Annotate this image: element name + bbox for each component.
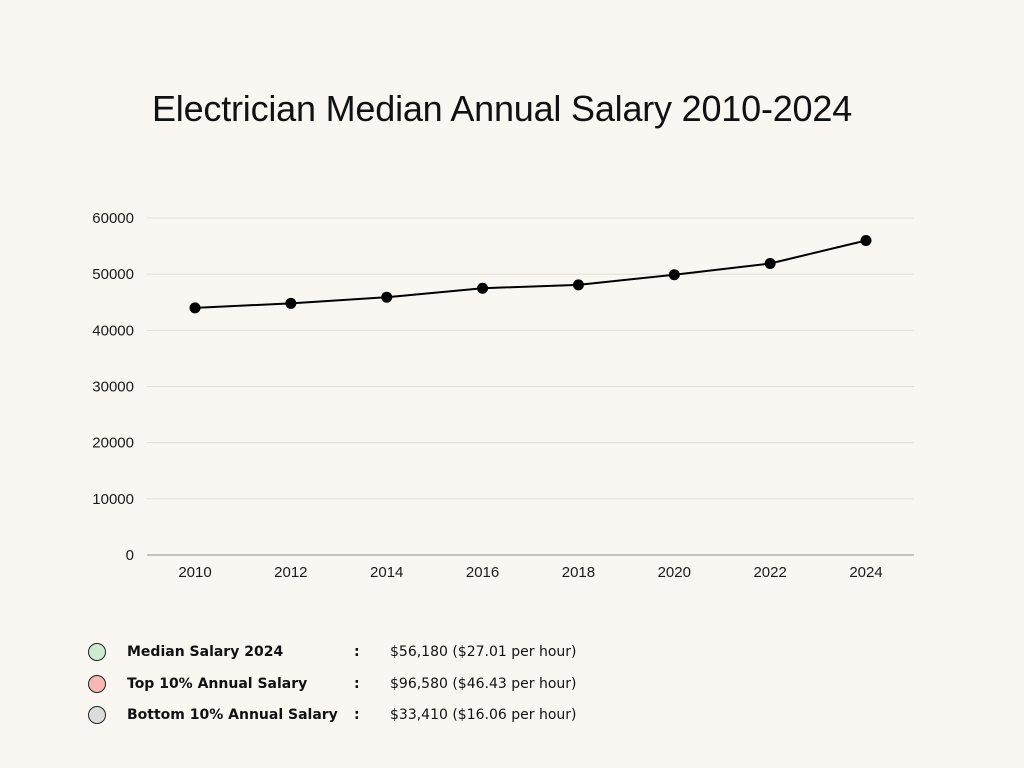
legend-item-bottom-10: Bottom 10% Annual Salary : $33,410 ($16.…: [88, 703, 576, 727]
legend-item-top-10: Top 10% Annual Salary : $96,580 ($46.43 …: [88, 672, 576, 696]
legend-separator: :: [354, 644, 360, 660]
data-points: [189, 234, 872, 314]
data-point: [189, 302, 201, 314]
y-tick-label: 20000: [92, 435, 134, 452]
legend-value: $96,580 ($46.43 per hour): [390, 676, 577, 692]
y-axis-ticks: 0 10000 20000 30000 40000 50000 60000: [92, 210, 134, 564]
legend-separator: :: [354, 676, 360, 692]
x-tick-label: 2012: [274, 564, 307, 581]
x-tick-label: 2020: [658, 564, 691, 581]
x-tick-label: 2010: [178, 564, 211, 581]
legend-swatch-top-10: [88, 675, 106, 693]
y-tick-label: 10000: [92, 491, 134, 508]
x-tick-label: 2018: [562, 564, 595, 581]
legend-label: Median Salary 2024: [127, 644, 284, 660]
x-tick-label: 2016: [466, 564, 499, 581]
series-line: [194, 239, 867, 309]
x-axis-ticks: 2010 2012 2014 2016 2018 2020 2022 2024: [178, 564, 882, 581]
y-tick-label: 60000: [92, 210, 134, 227]
y-tick-label: 40000: [92, 322, 134, 339]
legend-label: Top 10% Annual Salary: [127, 676, 308, 692]
legend-swatch-median: [88, 643, 106, 661]
data-point: [668, 269, 680, 281]
x-tick-label: 2014: [370, 564, 403, 581]
chart-title: Electrician Median Annual Salary 2010-20…: [151, 88, 853, 129]
data-point: [572, 279, 584, 291]
legend-value: $33,410 ($16.06 per hour): [390, 707, 577, 723]
legend-separator: :: [354, 707, 360, 723]
y-tick-label: 50000: [92, 266, 134, 283]
series-layer: [194, 239, 867, 309]
legend-item-median: Median Salary 2024 : $56,180 ($27.01 per…: [88, 640, 576, 664]
grid-lines: [147, 217, 914, 500]
y-tick-label: 0: [126, 547, 134, 564]
y-tick-label: 30000: [92, 379, 134, 396]
legend-swatch-bottom-10: [88, 706, 106, 724]
data-point: [764, 257, 776, 269]
data-point: [477, 282, 489, 294]
data-point: [381, 291, 393, 303]
data-point: [860, 234, 872, 246]
line-chart: 0 10000 20000 30000 40000 50000 60000 2010 2012…: [92, 210, 914, 581]
x-tick-label: 2024: [849, 564, 882, 581]
x-tick-label: 2022: [753, 564, 786, 581]
legend-value: $56,180 ($27.01 per hour): [390, 644, 577, 660]
legend-label: Bottom 10% Annual Salary: [127, 707, 338, 723]
data-point: [285, 297, 297, 309]
